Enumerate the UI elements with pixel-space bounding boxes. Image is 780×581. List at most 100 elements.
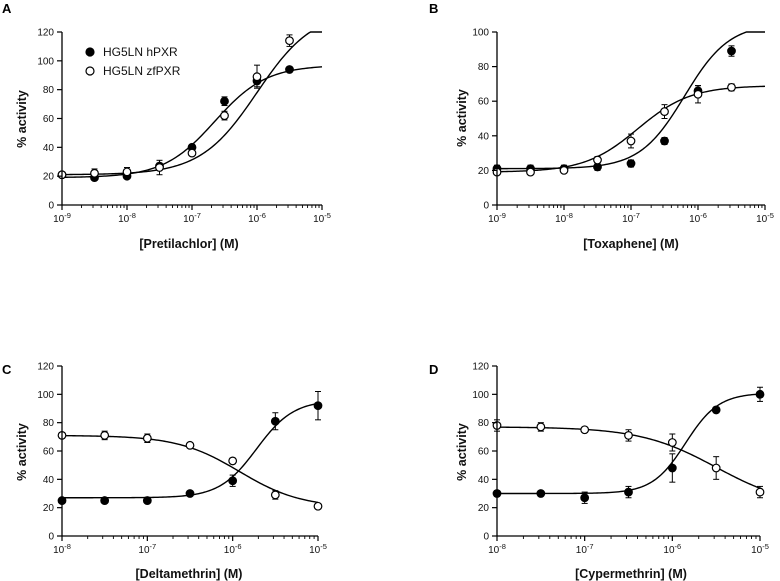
panel-c-fit-curve-hpxr xyxy=(62,402,319,499)
panel-c-point-hpxr xyxy=(228,476,238,486)
panel-a-x-tick-label: 10-8 xyxy=(118,211,136,225)
panel-c-point-hpxr xyxy=(270,416,280,426)
panel-d-y-tick-label: 20 xyxy=(478,503,490,514)
panel-d-point-hpxr xyxy=(624,487,633,497)
panel-d-point-hpxr xyxy=(667,463,677,473)
panel-c-y-tick-label: 120 xyxy=(37,362,54,373)
panel-c-point-hpxr xyxy=(142,496,152,505)
panel-c-y-tick-label: 100 xyxy=(37,390,54,401)
panel-b-y-axis-label: % activity xyxy=(455,89,469,147)
panel-d: D 0 20 40 60 80 100 120 10-8 10-7 10-6 10-5 % acti… xyxy=(429,362,769,581)
panel-c-y-tick-label: 40 xyxy=(43,475,55,486)
panel-c-x-tick-label: 10-5 xyxy=(309,542,327,556)
panel-c-y-tick-label: 20 xyxy=(43,503,55,514)
panel-a-point-zfpxr xyxy=(90,168,99,178)
panel-a-point-zfpxr xyxy=(285,36,294,46)
legend-label-hpxr: HG5LN hPXR xyxy=(103,45,178,59)
panel-b-fit-curve-zfpxr xyxy=(496,85,766,173)
panel-a-y-tick-label: 120 xyxy=(37,28,54,39)
panel-b-y-tick-label: 60 xyxy=(478,97,490,108)
panel-a-x-tick-label: 10-9 xyxy=(53,211,71,225)
panel-a-y-tick-label: 0 xyxy=(48,201,54,212)
panel-a-point-zfpxr xyxy=(187,148,197,158)
panel-a-point-hpxr xyxy=(285,65,294,74)
panel-d-point-zfpxr xyxy=(755,487,765,497)
panel-c-x-tick-label: 10-7 xyxy=(138,542,156,556)
panel-b-point-zfpxr xyxy=(693,89,703,99)
panel-a-point-zfpxr xyxy=(220,111,229,121)
panel-c-point-zfpxr xyxy=(228,456,238,466)
panel-d-point-zfpxr xyxy=(624,431,633,440)
panel-a-x-tick-label: 10-5 xyxy=(313,211,331,225)
panel-d-point-zfpxr xyxy=(711,463,721,473)
panel-b-point-zfpxr xyxy=(559,165,569,175)
panel-d-y-tick-label: 100 xyxy=(472,390,489,401)
panel-b-point-hpxr xyxy=(727,46,736,56)
panel-b-point-zfpxr xyxy=(626,136,636,146)
panel-d-x-tick-label: 10-8 xyxy=(488,542,506,556)
panel-a-letter: A xyxy=(2,1,12,16)
panel-b-y-tick-label: 40 xyxy=(478,131,490,142)
panel-b: B 0 20 40 60 80 100 10-9 10-8 10-7 10-6 10-5 % act… xyxy=(429,1,774,251)
panel-a-y-tick-label: 80 xyxy=(43,85,55,96)
panel-a-y-axis-label: % activity xyxy=(15,90,29,148)
panel-b-fit-curve-hpxr xyxy=(496,31,765,170)
panel-c-y-axis-label: % activity xyxy=(15,423,29,481)
panel-b-x-tick-label: 10-6 xyxy=(689,211,707,225)
panel-a-x-axis-label: [Pretilachlor] (M) xyxy=(139,237,238,251)
panel-b-point-hpxr xyxy=(626,159,636,168)
panel-c-x-axis-label: [Deltamethrin] (M) xyxy=(136,567,243,581)
panel-d-y-tick-label: 0 xyxy=(483,532,489,543)
panel-b-point-zfpxr xyxy=(660,107,669,116)
panel-d-y-tick-label: 60 xyxy=(478,447,490,458)
panel-b-point-zfpxr xyxy=(727,82,736,92)
panel-d-y-tick-label: 80 xyxy=(478,418,490,429)
panel-a-point-zfpxr xyxy=(252,72,262,82)
panel-a-point-zfpxr xyxy=(122,167,132,177)
panel-c-point-zfpxr xyxy=(313,501,323,511)
panel-c-point-hpxr xyxy=(100,496,110,505)
panel-c-y-tick-label: 80 xyxy=(43,418,55,429)
panel-a-x-tick-label: 10-7 xyxy=(183,211,201,225)
panel-c-point-zfpxr xyxy=(270,490,280,500)
legend-label-zfpxr: HG5LN zfPXR xyxy=(103,64,181,78)
panel-a-y-tick-label: 100 xyxy=(37,56,54,67)
panel-d-letter: D xyxy=(429,362,438,377)
panel-d-x-tick-label: 10-7 xyxy=(576,542,594,556)
panel-c-x-tick-label: 10-8 xyxy=(53,542,71,556)
panel-a-y-tick-label: 60 xyxy=(43,114,55,125)
panel-a-fit-curve-hpxr xyxy=(61,66,323,179)
legend: HG5LN hPXR HG5LN zfPXR xyxy=(85,45,181,78)
panel-d-point-hpxr xyxy=(580,493,590,503)
panel-d-point-hpxr xyxy=(755,389,765,399)
panel-d-y-tick-label: 40 xyxy=(478,475,490,486)
panel-c-x-tick-label: 10-6 xyxy=(224,542,242,556)
panel-c-point-hpxr xyxy=(185,489,195,498)
panel-a-point-zfpxr xyxy=(155,163,164,172)
panel-a-x-tick-label: 10-6 xyxy=(248,211,266,225)
panel-d-point-hpxr xyxy=(711,405,721,415)
panel-b-x-axis-label: [Toxaphene] (M) xyxy=(583,237,679,251)
panel-d-y-tick-label: 120 xyxy=(472,362,489,373)
panel-a-point-hpxr xyxy=(220,96,229,106)
legend-marker-zfpxr xyxy=(85,66,95,76)
panel-b-point-zfpxr xyxy=(593,155,602,165)
panel-d-point-zfpxr xyxy=(536,422,546,432)
panel-c-point-zfpxr xyxy=(142,433,152,443)
panel-c-point-zfpxr xyxy=(185,440,195,450)
panel-b-y-tick-label: 100 xyxy=(472,28,489,39)
panel-d-y-axis-label: % activity xyxy=(455,423,469,481)
panel-b-x-tick-label: 10-8 xyxy=(555,211,573,225)
panel-a-y-tick-label: 40 xyxy=(43,143,55,154)
panel-a-y-tick-label: 20 xyxy=(43,172,55,183)
panel-a: A 0 20 40 60 80 100 120 10-9 10-8 10-7 10-6 10-5 % … xyxy=(2,1,331,251)
panel-c: C 0 20 40 60 80 100 120 10-8 10-7 10-6 10-5 % acti… xyxy=(2,362,327,581)
panel-d-x-axis-label: [Cypermethrin] (M) xyxy=(575,567,687,581)
panel-b-point-hpxr xyxy=(660,136,669,146)
panel-b-x-tick-label: 10-7 xyxy=(622,211,640,225)
panel-d-point-hpxr xyxy=(536,489,546,498)
panel-d-fit-curve-hpxr xyxy=(497,393,761,495)
panel-b-point-zfpxr xyxy=(526,167,535,177)
panel-c-point-zfpxr xyxy=(100,431,110,440)
